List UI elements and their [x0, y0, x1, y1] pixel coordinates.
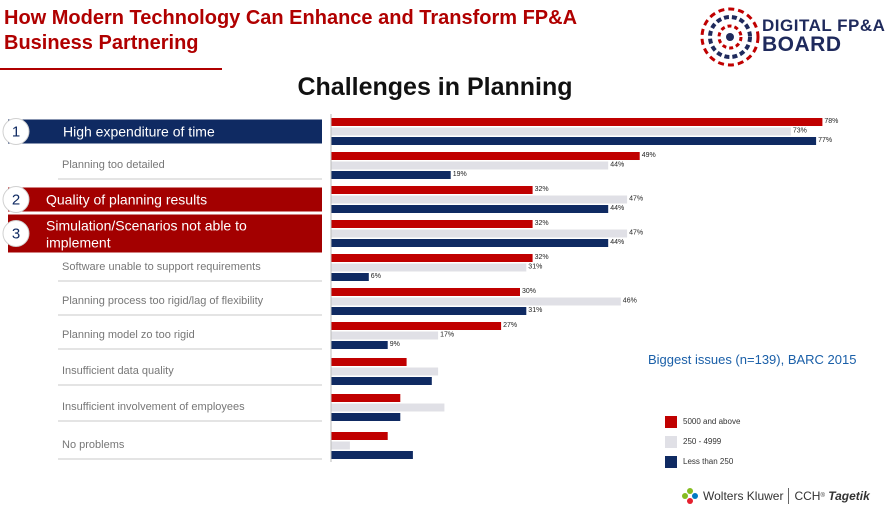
rank-badge-2 [2, 186, 30, 213]
chart-legend: 5000 and above 250 - 4999 Less than 250 [665, 413, 740, 473]
category-label-1: Planning too detailed [62, 159, 165, 171]
bar-8-series-0 [331, 394, 401, 402]
chart-title: Challenges in Planning [297, 73, 573, 101]
bar-1-series-1 [331, 161, 609, 170]
legend-item-0: 5000 and above [665, 413, 740, 430]
bar-7-series-2 [331, 377, 432, 385]
digital-fpa-board-logo: DIGITAL FP&A BOARD [700, 4, 890, 72]
bar-2-series-1 [331, 195, 628, 204]
bar-1-series-0 [331, 152, 640, 160]
bar-4-series-1 [331, 263, 527, 272]
legend-item-1: 250 - 4999 [665, 433, 740, 450]
source-note: Biggest issues (n=139), BARC 2015 [648, 352, 857, 367]
bar-6-series-1 [331, 331, 439, 340]
category-label-9: No problems [62, 439, 125, 451]
bar-0-series-2 [331, 137, 817, 145]
rank-badge-3 [2, 220, 30, 247]
legend-swatch-0 [665, 415, 677, 428]
data-label-5-series-1: 46% [623, 298, 637, 305]
rank-number-3: 3 [12, 226, 20, 243]
category-label-6: Planning model zo too rigid [62, 329, 195, 341]
footer-product: CCH [794, 489, 821, 503]
data-label-1-series-0: 49% [642, 152, 656, 159]
bar-3-series-0 [331, 220, 533, 228]
legend-label-0: 5000 and above [683, 417, 741, 426]
legend-item-2: Less than 250 [665, 453, 740, 470]
bar-6-series-0 [331, 322, 502, 330]
legend-label-2: Less than 250 [683, 457, 734, 466]
rank-number-0: 1 [12, 124, 20, 141]
bar-0-series-0 [331, 118, 823, 126]
category-banner-0 [8, 119, 322, 144]
data-label-6-series-2: 9% [390, 341, 400, 348]
globe-logo-icon [700, 7, 760, 67]
legend-swatch-1 [665, 435, 677, 448]
data-label-1-series-1: 44% [610, 162, 624, 169]
data-label-3-series-2: 44% [610, 239, 624, 246]
bar-9-series-2 [331, 451, 413, 459]
data-label-5-series-2: 31% [528, 307, 542, 314]
data-label-6-series-0: 27% [503, 322, 517, 329]
bar-7-series-1 [331, 367, 439, 376]
rank-number-2: 2 [12, 192, 20, 209]
bar-8-series-1 [331, 403, 445, 412]
bar-0-series-1 [331, 127, 791, 136]
data-label-3-series-0: 32% [535, 220, 549, 227]
bar-2-series-2 [331, 205, 609, 213]
bar-8-series-2 [331, 413, 401, 421]
legend-swatch-2 [665, 455, 677, 468]
rank-badge-0 [2, 118, 30, 145]
data-label-0-series-1: 73% [793, 128, 807, 135]
data-label-4-series-1: 31% [528, 264, 542, 271]
category-label-3-line2: implement [46, 235, 111, 251]
category-label-8: Insufficient involvement of employees [62, 401, 245, 413]
wolters-kluwer-icon [682, 488, 698, 504]
slide-title: How Modern Technology Can Enhance and Tr… [4, 7, 578, 54]
bar-3-series-1 [331, 229, 628, 238]
bar-7-series-0 [331, 358, 407, 366]
footer-divider [788, 488, 790, 504]
category-banner-3 [8, 214, 322, 253]
data-label-4-series-2: 6% [371, 273, 381, 280]
footer-company: Wolters Kluwer [703, 489, 784, 503]
footer-brand: Wolters Kluwer CCH ® Tagetik [681, 487, 870, 505]
bar-3-series-2 [331, 239, 609, 247]
legend-label-1: 250 - 4999 [683, 437, 722, 446]
bar-5-series-2 [331, 307, 527, 315]
category-label-2: Quality of planning results [46, 192, 207, 208]
data-label-0-series-0: 78% [824, 118, 838, 125]
bar-1-series-2 [331, 171, 451, 179]
data-label-1-series-2: 19% [453, 171, 467, 178]
data-label-2-series-2: 44% [610, 205, 624, 212]
bar-5-series-0 [331, 288, 520, 296]
data-label-6-series-1: 17% [440, 332, 454, 339]
title-underline [0, 68, 222, 70]
bar-4-series-2 [331, 273, 369, 281]
logo-line-1: DIGITAL FP&A [762, 16, 886, 35]
data-label-0-series-2: 77% [818, 137, 832, 144]
bar-9-series-1 [331, 441, 350, 450]
data-label-2-series-0: 32% [535, 186, 549, 193]
category-label-4: Software unable to support requirements [62, 261, 261, 273]
footer-brand-name: Tagetik [828, 489, 870, 503]
bar-6-series-2 [331, 341, 388, 349]
category-label-3-line1: Simulation/Scenarios not able to [46, 218, 247, 234]
data-label-4-series-0: 32% [535, 254, 549, 261]
bar-9-series-0 [331, 432, 388, 440]
bar-2-series-0 [331, 186, 533, 194]
category-label-7: Insufficient data quality [62, 365, 174, 377]
data-label-5-series-0: 30% [522, 288, 536, 295]
data-label-3-series-1: 47% [629, 230, 643, 237]
category-banner-2 [8, 187, 322, 212]
data-label-2-series-1: 47% [629, 196, 643, 203]
bar-5-series-1 [331, 297, 621, 306]
bar-4-series-0 [331, 254, 533, 262]
category-label-5: Planning process too rigid/lag of flexib… [62, 295, 264, 307]
category-label-0: High expenditure of time [63, 124, 215, 140]
logo-line-2: BOARD [762, 33, 842, 56]
